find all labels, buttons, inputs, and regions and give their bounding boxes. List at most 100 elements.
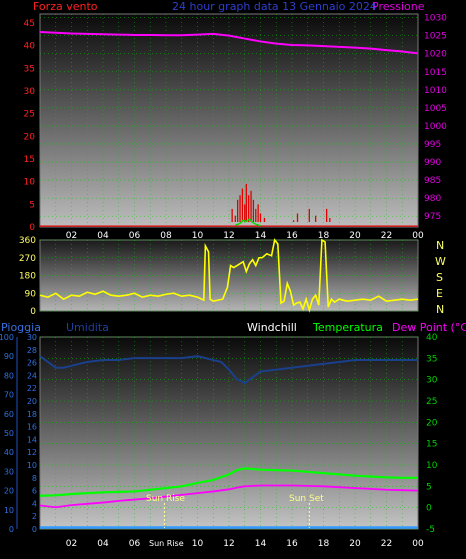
humidity-tick-label: 8 bbox=[32, 474, 37, 483]
x-tick-label-bottom: 14 bbox=[255, 539, 267, 549]
sun-set-label: Sun Set bbox=[289, 494, 324, 504]
pressure-tick-label: 985 bbox=[424, 176, 441, 186]
x-tick-label-top: 20 bbox=[349, 231, 361, 241]
sun-rise-label: Sun Rise bbox=[146, 494, 185, 504]
temp-tick-label: -5 bbox=[426, 525, 435, 535]
x-tick-label-top: 16 bbox=[286, 231, 298, 241]
x-tick-label-top: 08 bbox=[160, 231, 172, 241]
pressure-line bbox=[39, 31, 419, 55]
x-tick-label-top: 04 bbox=[97, 231, 109, 241]
x-tick-label-top: 14 bbox=[255, 231, 267, 241]
humidity-line bbox=[39, 355, 418, 385]
compass-n-top: N bbox=[436, 239, 444, 252]
direction-tick-label: 360 bbox=[19, 236, 36, 246]
pressure-tick-label: 1015 bbox=[424, 68, 447, 78]
compass-n-bottom: N bbox=[436, 303, 444, 316]
pressure-tick-label: 1030 bbox=[424, 14, 447, 24]
humidity-tick-label: 4 bbox=[32, 499, 37, 508]
temp-tick-label: 10 bbox=[426, 461, 438, 471]
x-tick-label-top: 12 bbox=[223, 231, 234, 241]
direction-tick-label: 90 bbox=[25, 289, 37, 299]
humidity-tick-label: 18 bbox=[27, 410, 37, 419]
wind-tick-label: 45 bbox=[24, 19, 35, 29]
pressure-tick-label: 990 bbox=[424, 158, 441, 168]
pressure-tick-label: 1020 bbox=[424, 50, 447, 60]
x-tick-label-bottom: 10 bbox=[192, 539, 204, 549]
compass-labels: N W S E N bbox=[435, 239, 446, 316]
rain-tick-label: 0 bbox=[9, 525, 14, 534]
wind-tick-label: 0 bbox=[29, 223, 35, 233]
x-tick-label-bottom: 02 bbox=[66, 539, 77, 549]
pressure-tick-label: 980 bbox=[424, 194, 441, 204]
temp-tick-label: 30 bbox=[426, 376, 438, 386]
pressure-tick-label: 975 bbox=[424, 212, 441, 222]
direction-line bbox=[39, 238, 419, 313]
humidity-tick-label: 10 bbox=[27, 461, 37, 470]
compass-s: S bbox=[436, 271, 443, 284]
humidity-tick-label: 28 bbox=[27, 346, 37, 355]
x-tick-label-bottom: 04 bbox=[97, 539, 109, 549]
rain-tick-label: 50 bbox=[4, 429, 14, 438]
humidity-tick-label: 14 bbox=[27, 435, 37, 444]
direction-tick-label: 270 bbox=[19, 254, 36, 264]
x-tick-label-top: 10 bbox=[192, 231, 204, 241]
pressure-tick-label: 1005 bbox=[424, 104, 447, 114]
pressure-axis-title: Pressione bbox=[372, 0, 425, 13]
chart-title: 24 hour graph data 13 Gennaio 2024 bbox=[172, 0, 377, 13]
temperature-line bbox=[39, 467, 418, 497]
x-tick-label-bottom: 16 bbox=[286, 539, 298, 549]
humidity-tick-label: 16 bbox=[27, 423, 37, 432]
rain-tick-label: 90 bbox=[4, 352, 14, 361]
humidity-tick-label: 6 bbox=[32, 487, 37, 496]
data-series bbox=[39, 31, 419, 529]
x-tick-label-top: 18 bbox=[318, 231, 330, 241]
wind-tick-label: 20 bbox=[24, 132, 36, 142]
x-tick-label-top: 00 bbox=[412, 231, 424, 241]
x-tick-label-top: 22 bbox=[381, 231, 392, 241]
pressure-tick-label: 995 bbox=[424, 140, 441, 150]
legend-windchill: Windchill bbox=[247, 321, 297, 334]
temp-tick-label: 0 bbox=[426, 504, 432, 514]
temp-tick-label: 20 bbox=[426, 418, 438, 428]
temp-tick-label: 25 bbox=[426, 397, 437, 407]
humidity-tick-label: 30 bbox=[27, 333, 37, 342]
rain-tick-label: 10 bbox=[4, 506, 14, 515]
rain-tick-label: 20 bbox=[4, 487, 14, 496]
humidity-tick-label: 20 bbox=[27, 397, 37, 406]
x-tick-label-bottom: 00 bbox=[412, 539, 424, 549]
wind-tick-label: 5 bbox=[29, 200, 35, 210]
rain-tick-label: 40 bbox=[4, 448, 14, 457]
wind-axis-title: Forza vento bbox=[33, 0, 98, 13]
panel-wind-pressure bbox=[39, 13, 419, 228]
gust-line bbox=[235, 217, 261, 227]
pressure-tick-label: 1010 bbox=[424, 86, 447, 96]
rain-tick-label: 100 bbox=[0, 333, 14, 342]
humidity-tick-label: 2 bbox=[32, 512, 37, 521]
rain-tick-label: 60 bbox=[4, 410, 14, 419]
humidity-tick-label: 12 bbox=[27, 448, 37, 457]
legend-humidity: Umidita bbox=[66, 321, 109, 334]
x-tick-label-bottom: 06 bbox=[129, 539, 141, 549]
compass-e: E bbox=[436, 287, 443, 300]
legend-dewpoint: Dew Point (°C) bbox=[392, 321, 466, 334]
humidity-tick-label: 26 bbox=[27, 359, 37, 368]
pressure-tick-label: 1000 bbox=[424, 122, 447, 132]
pressure-tick-label: 1025 bbox=[424, 32, 447, 42]
humidity-tick-label: 24 bbox=[27, 371, 37, 380]
wind-tick-label: 40 bbox=[24, 42, 36, 52]
wind-tick-label: 35 bbox=[24, 64, 35, 74]
temp-tick-label: 15 bbox=[426, 440, 437, 450]
sun-rise-tick-label: Sun Rise bbox=[149, 539, 184, 548]
wind-tick-label: 25 bbox=[24, 110, 35, 120]
wind-tick-label: 10 bbox=[24, 178, 36, 188]
humidity-tick-label: 22 bbox=[27, 384, 37, 393]
temp-tick-label: 40 bbox=[426, 333, 438, 343]
rain-tick-label: 80 bbox=[4, 371, 14, 380]
temp-tick-label: 35 bbox=[426, 354, 437, 364]
humidity-tick-label: 0 bbox=[32, 525, 37, 534]
wind-tick-label: 15 bbox=[24, 155, 35, 165]
legend-rain: Pioggia bbox=[1, 321, 41, 334]
